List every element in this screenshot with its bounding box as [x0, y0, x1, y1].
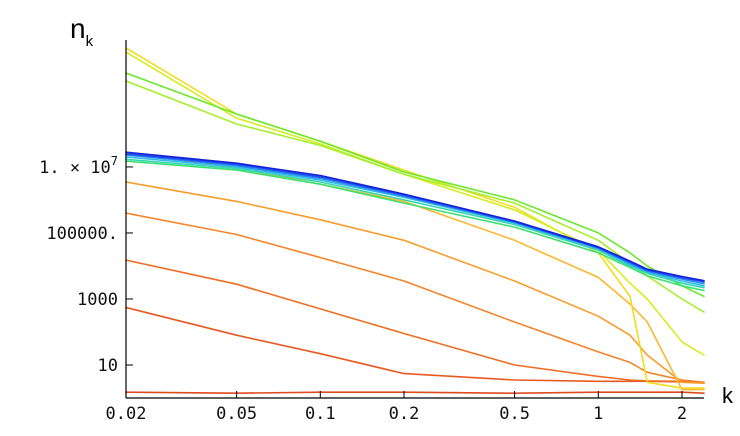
x-tick-label: 1 [593, 404, 603, 424]
series-line-1 [125, 391, 705, 395]
series-line-16 [125, 151, 705, 282]
y-tick-label: 100000. [46, 224, 118, 244]
plot-area [125, 47, 705, 395]
series-line-3 [125, 259, 705, 384]
y-tick-label: 1. × 107 [39, 154, 118, 178]
series-line-13 [125, 156, 705, 287]
series-line-4 [125, 212, 705, 384]
series-line-8 [125, 51, 705, 356]
series-line-11 [125, 160, 705, 292]
x-ticks: 0.02 0.05 0.1 0.2 0.5 1 2 [106, 391, 687, 424]
y-ticks: 10 1000 100000. 1. × 107 [39, 154, 133, 376]
x-tick-label: 0.02 [106, 404, 147, 424]
series-line-9 [125, 80, 705, 313]
series-line-2 [125, 306, 705, 384]
x-tick-label: 0.1 [305, 404, 336, 424]
x-tick-label: 0.5 [499, 404, 530, 424]
series-line-12 [125, 158, 705, 289]
series-line-5 [125, 181, 705, 385]
y-tick-label: 1000 [77, 290, 118, 310]
y-axis-label: nk [70, 13, 94, 50]
series-line-10 [125, 72, 705, 298]
x-axis-label: k [722, 383, 734, 408]
series-line-6 [125, 151, 705, 391]
y-tick-label: 10 [98, 356, 118, 376]
x-tick-label: 0.2 [389, 404, 420, 424]
x-tick-label: 0.05 [216, 404, 257, 424]
x-tick-label: 2 [677, 404, 687, 424]
